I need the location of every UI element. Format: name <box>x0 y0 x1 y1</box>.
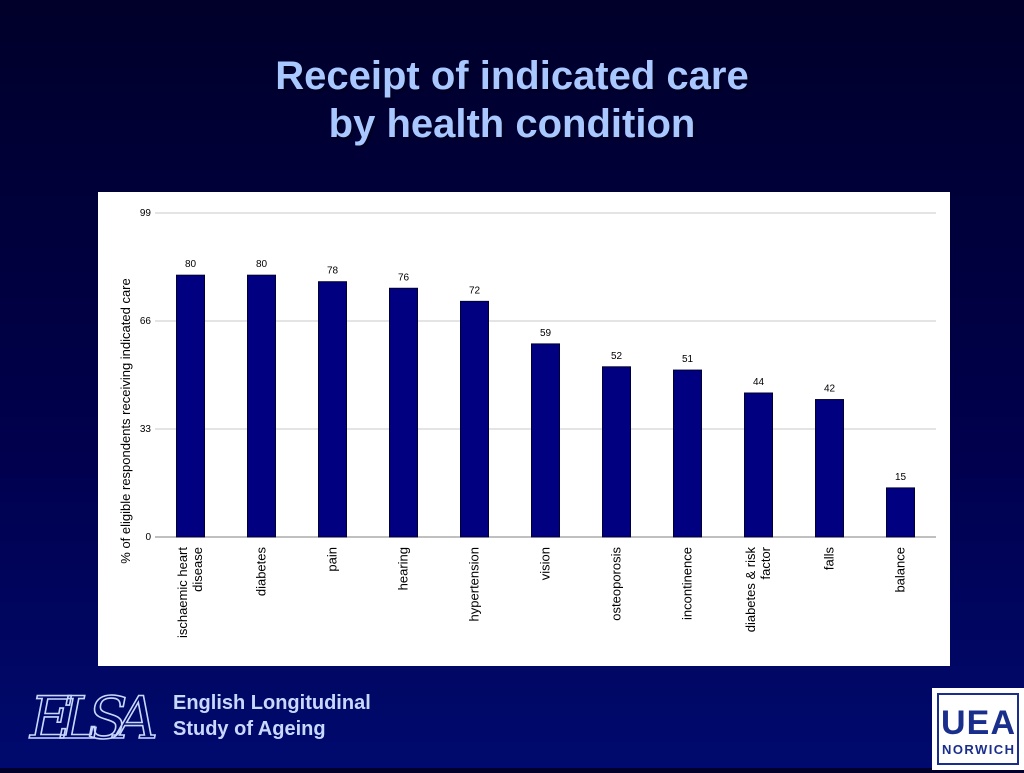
x-axis-ticks: ischaemic heartdisease diabetes pain hearin… <box>175 546 908 638</box>
data-label: 78 <box>327 266 339 277</box>
svg-text:incontinence: incontinence <box>680 547 695 620</box>
bar <box>602 366 631 538</box>
data-label: 80 <box>256 259 268 270</box>
bar-chart: 0 33 66 99 80 80 78 76 72 59 52 51 44 42 15 ischaemic… <box>118 208 936 638</box>
svg-text:hypertension: hypertension <box>467 547 482 621</box>
uea-logo-text: UEA <box>941 704 1015 742</box>
bar <box>389 287 418 538</box>
data-labels: 80 80 78 76 72 59 52 51 44 42 15 <box>185 259 907 483</box>
data-label: 44 <box>753 377 765 388</box>
svg-text:pain: pain <box>325 547 340 572</box>
y-axis-ticks: 0 33 66 99 <box>140 208 152 543</box>
y-tick-label: 33 <box>140 424 152 435</box>
data-label: 59 <box>540 328 552 339</box>
x-tick-label: pain <box>325 547 340 572</box>
svg-text:osteoporosis: osteoporosis <box>609 547 624 621</box>
y-tick-label: 0 <box>145 532 151 543</box>
bar <box>247 274 276 538</box>
y-axis-label: % of eligible respondents receiving indi… <box>118 278 133 563</box>
title-line-2: by health condition <box>328 102 696 146</box>
bar <box>815 399 844 538</box>
x-tick-label: hypertension <box>467 547 482 621</box>
data-label: 76 <box>398 272 410 283</box>
svg-text:balance: balance <box>893 547 908 593</box>
elsa-logo: ELSA <box>28 684 159 744</box>
x-tick-label: diabetes & riskfactor <box>743 546 773 632</box>
x-tick-label: vision <box>538 547 553 580</box>
x-tick-label: diabetes <box>254 547 269 597</box>
data-label: 51 <box>682 354 694 365</box>
bar <box>531 343 560 538</box>
bar <box>318 281 347 538</box>
data-label: 15 <box>895 472 907 483</box>
elsa-name-line-1: English Longitudinal <box>173 692 371 714</box>
y-tick-label: 99 <box>140 208 152 219</box>
data-label: 72 <box>469 285 481 296</box>
svg-text:ischaemic heartdisease: ischaemic heartdisease <box>175 547 205 638</box>
x-tick-label: falls <box>822 547 837 571</box>
norwich-logo-text: NORWICH <box>942 742 1014 757</box>
data-label: 42 <box>824 384 836 395</box>
svg-text:falls: falls <box>822 547 837 571</box>
bar <box>744 392 773 538</box>
data-label: 80 <box>185 259 197 270</box>
uea-norwich-logo: UEA NORWICH <box>932 688 1024 770</box>
svg-text:diabetes & riskfactor: diabetes & riskfactor <box>743 546 773 632</box>
x-tick-label: incontinence <box>680 547 695 620</box>
elsa-name-line-2: Study of Ageing <box>173 718 326 740</box>
svg-text:diabetes: diabetes <box>254 547 269 597</box>
chart-panel: 0 33 66 99 80 80 78 76 72 59 52 51 44 42 15 ischaemic… <box>98 192 950 666</box>
bar <box>176 274 205 538</box>
svg-text:hearing: hearing <box>396 547 411 590</box>
bars <box>176 274 915 538</box>
data-label: 52 <box>611 351 623 362</box>
bar <box>673 369 702 538</box>
x-tick-label: ischaemic heartdisease <box>175 547 205 638</box>
bar <box>886 487 915 538</box>
elsa-name: English Longitudinal Study of Ageing <box>173 690 371 742</box>
x-tick-label: balance <box>893 547 908 593</box>
title-line-1: Receipt of indicated care <box>275 54 749 98</box>
x-tick-label: osteoporosis <box>609 547 624 621</box>
elsa-logo-text: ELSA <box>29 684 158 744</box>
x-tick-label: hearing <box>396 547 411 590</box>
y-tick-label: 66 <box>140 316 152 327</box>
bar <box>460 300 489 538</box>
svg-text:vision: vision <box>538 547 553 580</box>
slide-title: Receipt of indicated care by health cond… <box>0 52 1024 148</box>
